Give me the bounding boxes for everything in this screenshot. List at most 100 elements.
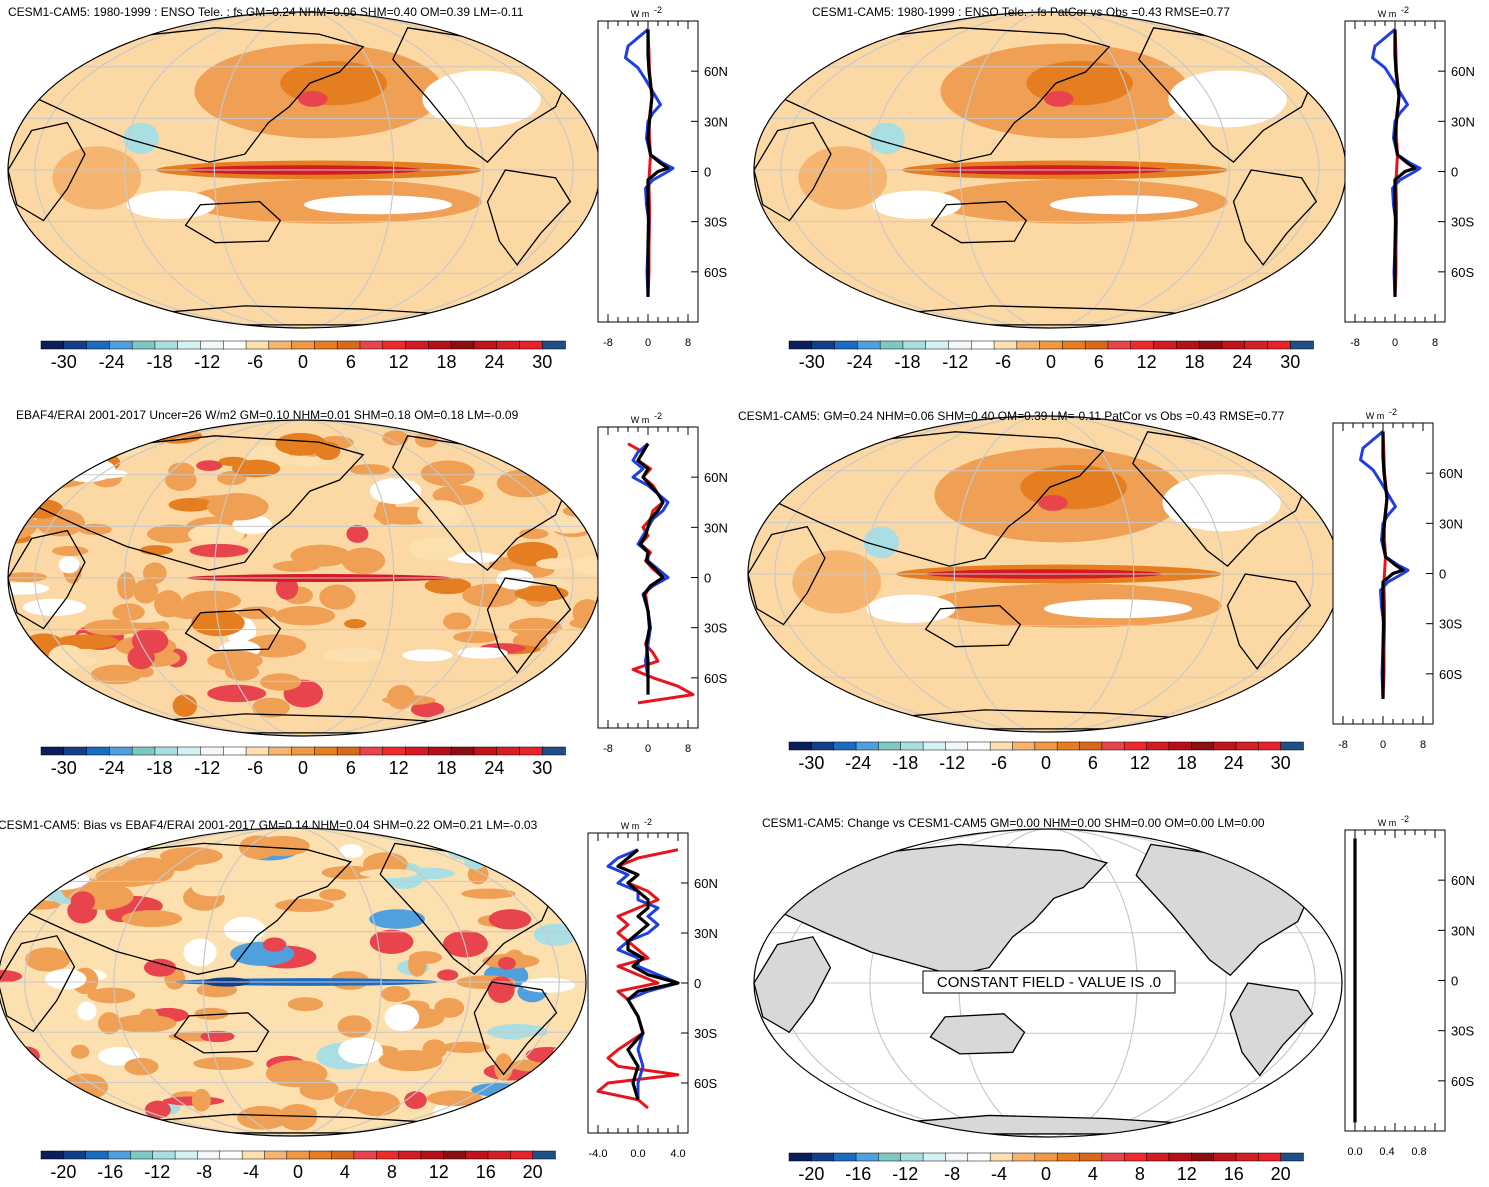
profile-lat-label: 60S [694, 1076, 717, 1091]
profile-x-label: 0 [1392, 337, 1398, 349]
colorbar-tick-label: 6 [1088, 753, 1098, 773]
coastline [21, 435, 365, 571]
colorbar-swatch [241, 1150, 266, 1160]
field-blob [537, 880, 566, 890]
field-blob [408, 951, 443, 964]
colorbar-swatch [245, 746, 270, 756]
colorbar-swatch [109, 340, 133, 350]
profile-x-label: 8 [685, 743, 691, 755]
field-blob [8, 460, 38, 485]
colorbar-swatch [1289, 340, 1314, 350]
field-blob [1, 840, 31, 864]
field-blob [863, 526, 899, 559]
field-blob [8, 572, 48, 583]
map-top-left [7, 11, 601, 329]
field-blob [866, 594, 956, 623]
field-blob [15, 853, 79, 866]
profile-lat-label: 30N [704, 114, 728, 129]
colorbar-swatch [200, 340, 225, 350]
colorbar-swatch [1221, 340, 1246, 350]
profile-x-label: 0.0 [630, 1148, 645, 1160]
graticule-lon [213, 420, 395, 736]
colorbar-swatch [375, 1150, 400, 1160]
profile-lat-label: 60N [1439, 466, 1463, 481]
colorbar-swatch [1056, 741, 1081, 751]
colorbar-top-right: -30 -24 -18 -12 -6 0 6 12 18 24 30 [788, 340, 1314, 372]
profile-unit-exponent: -2 [1401, 5, 1409, 15]
profile-x-label: -4.0 [589, 1148, 608, 1160]
field-blob [182, 590, 242, 611]
field-blob [359, 868, 418, 879]
field-blob [402, 649, 453, 662]
colorbar-swatch [496, 340, 521, 350]
colorbar-swatch [1039, 340, 1064, 350]
coastline [924, 604, 1022, 648]
colorbar-tick-label: -18 [894, 352, 920, 372]
field-blob [417, 500, 466, 529]
field-blob [25, 947, 71, 972]
colorbar-tick-label: 12 [429, 1162, 449, 1182]
colorbar-tick-label: 18 [1185, 352, 1205, 372]
field-blob [508, 617, 562, 637]
field-blob [373, 889, 409, 913]
field-blob [259, 673, 302, 691]
colorbar-swatch [268, 746, 293, 756]
field-blob [437, 969, 459, 981]
colorbar-swatch [1034, 1152, 1058, 1162]
field-blob [154, 590, 183, 618]
colorbar-tick-label: -30 [798, 753, 824, 773]
field-blob [408, 537, 461, 561]
colorbar-swatch [1267, 340, 1291, 350]
field-blob [432, 485, 484, 506]
field-blob [1162, 474, 1281, 532]
field-blob [571, 556, 600, 575]
graticule-lon [780, 12, 1320, 328]
colorbar-swatch [1191, 1152, 1215, 1162]
profile-x-label: 0 [1380, 739, 1386, 751]
colorbar-swatch [85, 1150, 109, 1160]
colorbar-tick-label: 18 [437, 352, 457, 372]
field-blob [10, 1046, 40, 1066]
colorbar-tick-label: 0 [1041, 753, 1051, 773]
colorbar-tick-label: -8 [944, 1164, 960, 1184]
profile-lat-label: 30N [694, 926, 718, 941]
profile-x-label: 0.0 [1347, 1146, 1362, 1158]
colorbar-swatch [1062, 340, 1086, 350]
graticule-lon [869, 829, 1227, 1137]
colorbar-swatch [197, 1150, 221, 1160]
profile-x-label: -8 [603, 743, 613, 755]
colorbar-tick-label: 0 [298, 758, 308, 778]
colorbar-tick-label: 0 [1041, 1164, 1051, 1184]
colorbar-swatch [1176, 340, 1200, 350]
field-blob [275, 898, 334, 913]
colorbar-swatch [1101, 1152, 1125, 1162]
profile-x-label: 8 [1432, 337, 1438, 349]
field-blob [265, 1060, 328, 1088]
constant-field-label: CONSTANT FIELD - VALUE IS .0 [937, 974, 1161, 991]
colorbar-swatch [1012, 1152, 1036, 1162]
colorbar-swatch [1191, 741, 1215, 751]
coastline [748, 525, 826, 626]
field-blob [319, 584, 356, 610]
profile-lat-label: 60N [704, 64, 728, 79]
colorbar-tick-label: 30 [1271, 753, 1291, 773]
colorbar-swatch [1258, 741, 1282, 751]
profile-lat-label: 60S [704, 671, 727, 686]
constant-field-box [922, 970, 1176, 994]
field-blob [334, 1088, 381, 1110]
colorbar-tick-label: -30 [51, 352, 77, 372]
profile-bottom-left: 60N 30N 0 30S 60S -4.0 0.0 4.0 W m -2 [587, 817, 718, 1160]
colorbar-tick-label: -24 [845, 753, 871, 773]
coastline [184, 608, 282, 652]
colorbar-swatch [1016, 340, 1041, 350]
field-blob [238, 606, 278, 620]
map-field [748, 416, 1340, 732]
profile-lat-label: 0 [1451, 974, 1458, 989]
profile-lat-label: 60S [1451, 1074, 1474, 1089]
panel-title: EBAF4/ERAI 2001-2017 Uncer=26 W/m2 GM=0.… [16, 408, 519, 422]
colorbar-top-left: -30 -24 -18 -12 -6 0 6 12 18 24 30 [40, 340, 566, 372]
colorbar-swatch [314, 746, 338, 756]
field-blob [193, 1057, 254, 1070]
field-blob [1038, 495, 1068, 511]
colorbar-swatch [40, 746, 65, 756]
